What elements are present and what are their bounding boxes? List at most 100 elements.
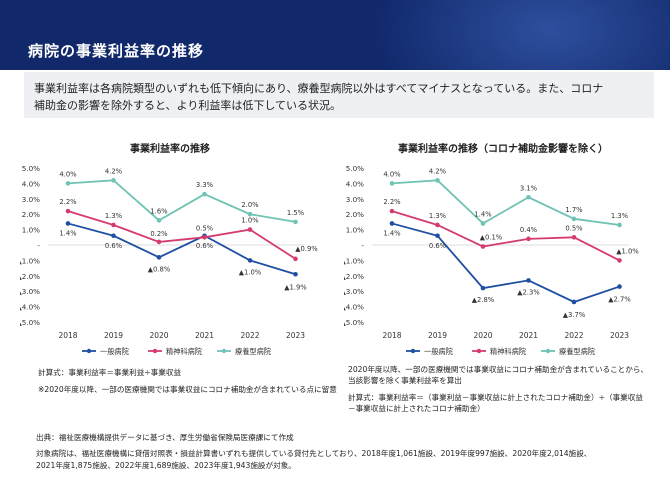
data-point: [293, 256, 298, 262]
data-label: 0.6%: [196, 242, 214, 250]
y-tick-label: 3.0%: [22, 195, 40, 204]
legend-marker: [545, 348, 551, 354]
data-point: [111, 233, 116, 239]
data-label: ▲0.9%: [295, 245, 318, 253]
target-description-1: 対象病院は、福祉医療機構に貸借対照表・損益計算書いずれも提供している貸付先として…: [36, 449, 592, 458]
data-label: 1.0%: [241, 217, 259, 225]
data-point: [65, 208, 71, 214]
x-tick-label: 2020: [473, 331, 492, 340]
legend-item: 一般病院: [406, 347, 453, 356]
data-point: [571, 216, 577, 222]
data-label: 2.2%: [383, 198, 401, 206]
data-label: ▲3.7%: [563, 311, 586, 319]
y-tick-label: -: [37, 241, 40, 250]
data-label: 1.5%: [287, 209, 305, 217]
series-line: [391, 222, 620, 303]
y-tick-label: 2.0%: [346, 210, 364, 219]
left-note-caveat: ※2020年度以降、一部の医療機関では事業収益にコロナ補助金が含まれている点に留…: [38, 385, 337, 394]
data-label: ▲0.1%: [480, 234, 503, 242]
data-label: 0.5%: [565, 224, 583, 232]
legend-label: 療養型病院: [559, 347, 595, 356]
right-note-line-4: －事業収益に計上されたコロナ補助金）: [348, 404, 485, 413]
data-point: [480, 285, 486, 291]
y-tick-label: 1.0%: [22, 226, 40, 235]
legend-label: 一般病院: [424, 347, 453, 356]
data-label: ▲1.0%: [239, 268, 262, 276]
legend-item: 療養型病院: [217, 347, 271, 356]
y-tick-label: ▲5.0%: [20, 318, 40, 327]
data-label: 2.0%: [241, 201, 259, 209]
y-tick-label: 4.0%: [22, 179, 40, 188]
data-label: 1.4%: [383, 229, 401, 237]
x-tick-label: 2021: [195, 331, 214, 340]
legend-marker: [410, 348, 416, 354]
data-label: ▲1.0%: [616, 247, 639, 255]
data-point: [526, 278, 531, 283]
header-banner: 病院の事業利益率の推移: [0, 0, 670, 70]
right-note-line-3: 計算式：事業利益率＝（事業利益－事業収益に計上されたコロナ補助金）÷（事業収益: [348, 393, 643, 402]
data-label: 4.0%: [383, 170, 401, 178]
y-tick-label: 4.0%: [346, 179, 364, 188]
legend-marker: [476, 348, 482, 354]
x-tick-label: 2018: [382, 331, 401, 340]
legend-marker: [86, 348, 92, 354]
data-label: 1.6%: [150, 207, 168, 215]
data-point: [247, 227, 253, 232]
data-point: [293, 271, 298, 277]
data-label: ▲2.3%: [517, 288, 540, 296]
data-point: [247, 258, 253, 263]
y-tick-label: ▲3.0%: [344, 287, 364, 296]
y-tick-label: -: [361, 241, 364, 250]
data-label: 3.3%: [196, 181, 214, 189]
data-point: [156, 239, 162, 245]
x-tick-label: 2018: [58, 331, 77, 340]
header-decoration: [370, 0, 670, 70]
legend-label: 精神科病院: [166, 347, 202, 356]
y-tick-label: 3.0%: [346, 195, 364, 204]
data-point: [435, 233, 440, 239]
legend-marker: [152, 348, 158, 354]
data-point: [617, 284, 622, 289]
x-tick-label: 2022: [240, 331, 259, 340]
data-point: [435, 178, 440, 183]
x-tick-label: 2021: [519, 331, 538, 340]
summary-line-2: 補助金の影響を除外すると、より利益率は低下している状況。: [34, 99, 342, 112]
data-point: [156, 218, 162, 223]
left-note-formula: 計算式：事業利益率＝事業利益÷事業収益: [38, 368, 182, 377]
y-tick-label: ▲4.0%: [20, 303, 40, 312]
data-label: ▲2.8%: [472, 296, 495, 304]
x-tick-label: 2019: [104, 331, 123, 340]
legend-marker: [221, 348, 227, 354]
data-point: [65, 221, 71, 226]
y-tick-label: ▲4.0%: [344, 303, 364, 312]
left-chart-notes: 計算式：事業利益率＝事業利益÷事業収益 ※2020年度以降、一部の医療機関では事…: [38, 367, 338, 395]
x-tick-label: 2020: [149, 331, 168, 340]
data-label: 1.4%: [474, 210, 492, 218]
data-point: [156, 255, 162, 260]
legend-item: 精神科病院: [472, 347, 526, 356]
right-chart-notes: 2020年度以降、一部の医療機関では事業収益にコロナ補助金が含まれていることから…: [348, 364, 653, 414]
data-point: [571, 299, 577, 305]
y-tick-label: 5.0%: [346, 164, 364, 173]
y-tick-label: ▲2.0%: [20, 272, 40, 281]
data-point: [293, 219, 298, 225]
data-point: [202, 191, 207, 197]
y-tick-label: 2.0%: [22, 210, 40, 219]
left-chart-title: 事業利益率の推移: [130, 144, 210, 155]
y-tick-label: 5.0%: [22, 164, 40, 173]
data-point: [480, 244, 486, 249]
data-label: 1.3%: [105, 212, 123, 220]
right-note-line-2: 当該影響を除く事業利益率を算出: [348, 376, 462, 385]
data-point: [247, 211, 253, 217]
data-label: 0.6%: [105, 242, 123, 250]
right-chart-title: 事業利益率の推移（コロナ補助金影響を除く）: [398, 144, 608, 155]
data-label: 4.2%: [429, 167, 447, 175]
series-line: [67, 210, 296, 260]
y-tick-label: ▲1.0%: [20, 256, 40, 265]
series-line: [67, 179, 296, 223]
data-point: [617, 222, 622, 228]
series-line: [391, 210, 620, 262]
data-label: 0.2%: [150, 230, 168, 238]
series-line: [67, 222, 296, 276]
data-label: 3.1%: [520, 184, 538, 192]
